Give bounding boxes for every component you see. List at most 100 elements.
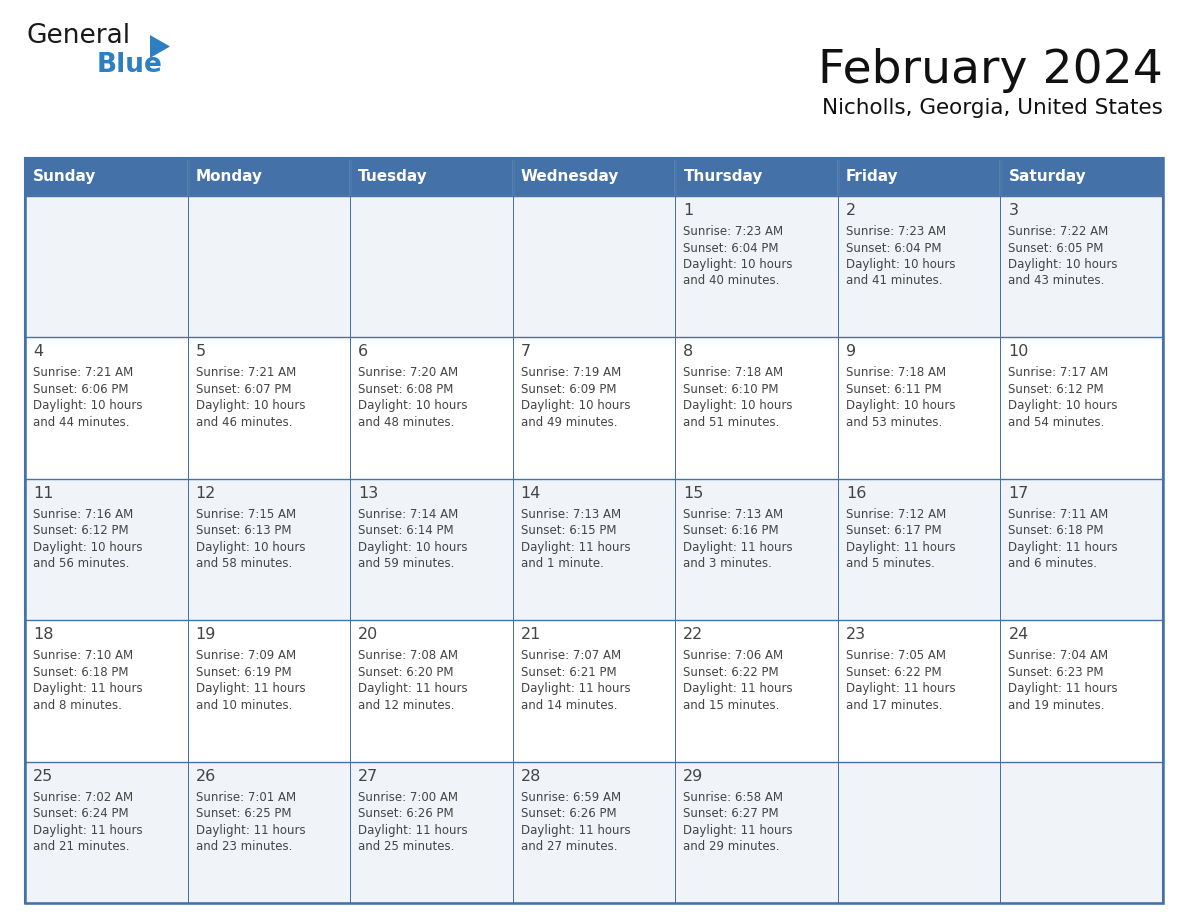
Text: 6: 6 bbox=[358, 344, 368, 360]
Text: Sunset: 6:12 PM: Sunset: 6:12 PM bbox=[33, 524, 128, 537]
Text: Sunrise: 7:16 AM: Sunrise: 7:16 AM bbox=[33, 508, 133, 521]
Text: Sunset: 6:27 PM: Sunset: 6:27 PM bbox=[683, 807, 779, 820]
Text: Sunset: 6:13 PM: Sunset: 6:13 PM bbox=[196, 524, 291, 537]
Text: Daylight: 11 hours: Daylight: 11 hours bbox=[520, 682, 631, 695]
Text: 7: 7 bbox=[520, 344, 531, 360]
Text: Sunrise: 7:07 AM: Sunrise: 7:07 AM bbox=[520, 649, 621, 662]
Text: 23: 23 bbox=[846, 627, 866, 643]
Bar bbox=[350, 762, 513, 903]
Text: Daylight: 11 hours: Daylight: 11 hours bbox=[33, 823, 143, 836]
Text: February 2024: February 2024 bbox=[819, 48, 1163, 93]
Bar bbox=[1000, 158, 1163, 196]
Text: Daylight: 11 hours: Daylight: 11 hours bbox=[520, 823, 631, 836]
Text: Sunrise: 7:13 AM: Sunrise: 7:13 AM bbox=[683, 508, 783, 521]
Text: Sunrise: 7:02 AM: Sunrise: 7:02 AM bbox=[33, 790, 133, 803]
Text: 25: 25 bbox=[33, 768, 53, 784]
Text: Sunset: 6:15 PM: Sunset: 6:15 PM bbox=[520, 524, 617, 537]
Text: 9: 9 bbox=[846, 344, 857, 360]
Text: and 8 minutes.: and 8 minutes. bbox=[33, 699, 122, 711]
Text: Sunset: 6:26 PM: Sunset: 6:26 PM bbox=[358, 807, 454, 820]
Text: and 1 minute.: and 1 minute. bbox=[520, 557, 604, 570]
Text: Sunrise: 6:59 AM: Sunrise: 6:59 AM bbox=[520, 790, 621, 803]
Text: 17: 17 bbox=[1009, 486, 1029, 501]
Text: 5: 5 bbox=[196, 344, 206, 360]
Text: and 12 minutes.: and 12 minutes. bbox=[358, 699, 455, 711]
Text: Sunrise: 7:05 AM: Sunrise: 7:05 AM bbox=[846, 649, 946, 662]
Text: Daylight: 10 hours: Daylight: 10 hours bbox=[1009, 258, 1118, 271]
Bar bbox=[188, 479, 350, 621]
Text: Daylight: 10 hours: Daylight: 10 hours bbox=[33, 399, 143, 412]
Text: Sunset: 6:19 PM: Sunset: 6:19 PM bbox=[196, 666, 291, 678]
Text: 27: 27 bbox=[358, 768, 379, 784]
Text: 14: 14 bbox=[520, 486, 541, 501]
Text: 21: 21 bbox=[520, 627, 541, 643]
Text: Daylight: 11 hours: Daylight: 11 hours bbox=[683, 541, 792, 554]
Polygon shape bbox=[150, 35, 170, 58]
Bar bbox=[188, 196, 350, 338]
Bar bbox=[513, 762, 675, 903]
Text: Sunrise: 7:22 AM: Sunrise: 7:22 AM bbox=[1009, 225, 1108, 238]
Text: and 15 minutes.: and 15 minutes. bbox=[683, 699, 779, 711]
Text: Sunrise: 7:13 AM: Sunrise: 7:13 AM bbox=[520, 508, 621, 521]
Text: Daylight: 10 hours: Daylight: 10 hours bbox=[520, 399, 630, 412]
Text: Sunset: 6:16 PM: Sunset: 6:16 PM bbox=[683, 524, 779, 537]
Text: and 53 minutes.: and 53 minutes. bbox=[846, 416, 942, 429]
Text: and 44 minutes.: and 44 minutes. bbox=[33, 416, 129, 429]
Bar bbox=[1000, 338, 1163, 479]
Text: and 58 minutes.: and 58 minutes. bbox=[196, 557, 292, 570]
Text: Sunset: 6:05 PM: Sunset: 6:05 PM bbox=[1009, 241, 1104, 254]
Bar bbox=[838, 196, 1000, 338]
Text: Sunrise: 7:17 AM: Sunrise: 7:17 AM bbox=[1009, 366, 1108, 379]
Text: Daylight: 11 hours: Daylight: 11 hours bbox=[196, 823, 305, 836]
Bar bbox=[1000, 762, 1163, 903]
Text: Sunrise: 7:06 AM: Sunrise: 7:06 AM bbox=[683, 649, 783, 662]
Bar bbox=[350, 479, 513, 621]
Text: 13: 13 bbox=[358, 486, 379, 501]
Text: Daylight: 11 hours: Daylight: 11 hours bbox=[1009, 682, 1118, 695]
Text: Sunset: 6:06 PM: Sunset: 6:06 PM bbox=[33, 383, 128, 396]
Bar bbox=[838, 158, 1000, 196]
Text: and 10 minutes.: and 10 minutes. bbox=[196, 699, 292, 711]
Text: 22: 22 bbox=[683, 627, 703, 643]
Text: Friday: Friday bbox=[846, 170, 898, 185]
Text: Tuesday: Tuesday bbox=[359, 170, 428, 185]
Bar bbox=[25, 762, 188, 903]
Text: 26: 26 bbox=[196, 768, 216, 784]
Text: Sunset: 6:18 PM: Sunset: 6:18 PM bbox=[33, 666, 128, 678]
Text: Sunset: 6:18 PM: Sunset: 6:18 PM bbox=[1009, 524, 1104, 537]
Text: 18: 18 bbox=[33, 627, 53, 643]
Bar bbox=[188, 762, 350, 903]
Bar bbox=[1000, 196, 1163, 338]
Text: Sunrise: 7:19 AM: Sunrise: 7:19 AM bbox=[520, 366, 621, 379]
Text: and 54 minutes.: and 54 minutes. bbox=[1009, 416, 1105, 429]
Text: Sunrise: 7:21 AM: Sunrise: 7:21 AM bbox=[33, 366, 133, 379]
Text: and 6 minutes.: and 6 minutes. bbox=[1009, 557, 1098, 570]
Bar bbox=[513, 338, 675, 479]
Text: and 49 minutes.: and 49 minutes. bbox=[520, 416, 618, 429]
Text: 16: 16 bbox=[846, 486, 866, 501]
Text: Sunrise: 7:12 AM: Sunrise: 7:12 AM bbox=[846, 508, 946, 521]
Text: Sunrise: 7:09 AM: Sunrise: 7:09 AM bbox=[196, 649, 296, 662]
Text: Sunrise: 7:10 AM: Sunrise: 7:10 AM bbox=[33, 649, 133, 662]
Text: and 3 minutes.: and 3 minutes. bbox=[683, 557, 772, 570]
Text: Nicholls, Georgia, United States: Nicholls, Georgia, United States bbox=[822, 98, 1163, 118]
Text: Wednesday: Wednesday bbox=[520, 170, 619, 185]
Text: Thursday: Thursday bbox=[683, 170, 763, 185]
Text: and 43 minutes.: and 43 minutes. bbox=[1009, 274, 1105, 287]
Bar bbox=[25, 196, 188, 338]
Text: Sunset: 6:12 PM: Sunset: 6:12 PM bbox=[1009, 383, 1104, 396]
Bar bbox=[350, 338, 513, 479]
Text: Sunset: 6:20 PM: Sunset: 6:20 PM bbox=[358, 666, 454, 678]
Text: Daylight: 11 hours: Daylight: 11 hours bbox=[358, 682, 468, 695]
Text: Daylight: 10 hours: Daylight: 10 hours bbox=[358, 399, 468, 412]
Text: Sunrise: 7:18 AM: Sunrise: 7:18 AM bbox=[846, 366, 946, 379]
Text: Sunrise: 7:20 AM: Sunrise: 7:20 AM bbox=[358, 366, 459, 379]
Text: 1: 1 bbox=[683, 203, 694, 218]
Bar bbox=[188, 621, 350, 762]
Text: Saturday: Saturday bbox=[1009, 170, 1086, 185]
Text: and 5 minutes.: and 5 minutes. bbox=[846, 557, 935, 570]
Text: and 27 minutes.: and 27 minutes. bbox=[520, 840, 618, 853]
Text: and 59 minutes.: and 59 minutes. bbox=[358, 557, 455, 570]
Text: Sunrise: 7:23 AM: Sunrise: 7:23 AM bbox=[846, 225, 946, 238]
Text: Daylight: 10 hours: Daylight: 10 hours bbox=[33, 541, 143, 554]
